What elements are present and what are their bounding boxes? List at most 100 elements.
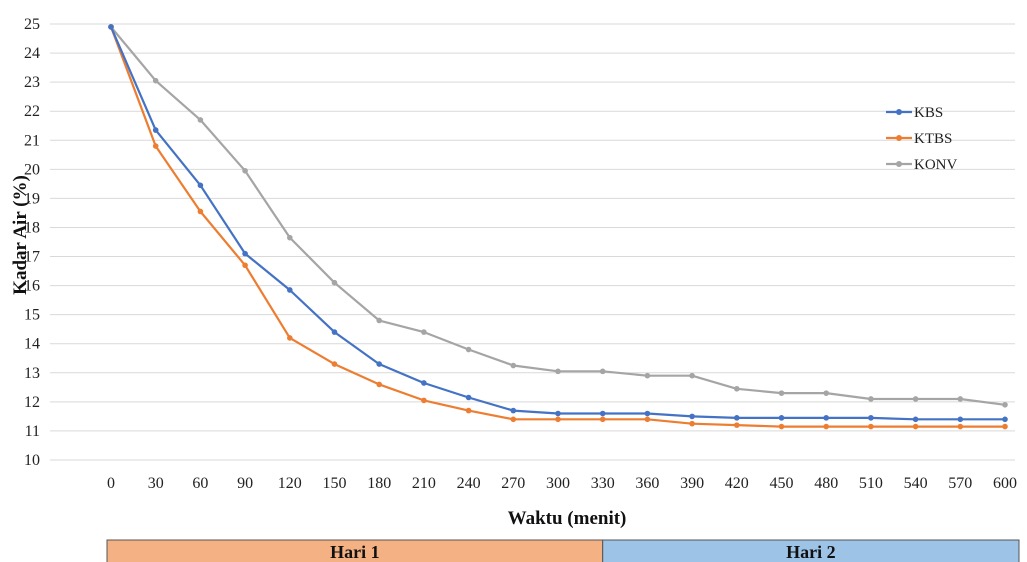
x-tick-label: 300 (546, 475, 570, 492)
data-point-kbs (599, 410, 606, 417)
data-point-konv (957, 396, 964, 402)
data-point-konv (1002, 401, 1008, 408)
data-point-kbs (152, 127, 159, 133)
data-point-konv (510, 362, 517, 369)
y-tick-label: 25 (24, 16, 40, 33)
y-tick-label: 19 (24, 190, 40, 207)
data-point-kbs (823, 415, 829, 421)
x-tick-label: 210 (412, 475, 436, 492)
x-tick-label: 0 (107, 475, 115, 492)
x-tick-label: 570 (948, 475, 972, 492)
data-point-konv (331, 279, 338, 286)
data-point-kbs (644, 410, 651, 417)
data-point-ktbs (331, 361, 338, 367)
data-point-kbs (734, 415, 740, 421)
data-point-ktbs (734, 422, 740, 428)
data-point-konv (868, 396, 874, 402)
data-point-konv (421, 329, 427, 335)
data-point-konv (555, 368, 561, 375)
period-box-hari-2 (602, 539, 1020, 562)
x-tick-label: 150 (323, 475, 347, 492)
x-tick-label: 30 (148, 475, 164, 492)
y-tick-label: 11 (25, 423, 40, 440)
data-point-ktbs (152, 143, 159, 149)
data-point-konv (644, 372, 651, 379)
x-tick-label: 330 (591, 475, 615, 492)
data-point-konv (823, 390, 829, 396)
x-axis-title: Waktu (menit) (508, 508, 627, 529)
data-point-kbs (242, 250, 248, 257)
data-point-ktbs (689, 420, 695, 427)
x-tick-label: 480 (814, 475, 838, 492)
series-line-kbs (109, 26, 1005, 421)
legend-label-ktbs: KTBS (914, 131, 952, 147)
series-line-konv (110, 26, 1006, 406)
y-tick-label: 12 (24, 394, 40, 411)
legend-marker-ktbs (896, 135, 902, 141)
data-point-ktbs (510, 416, 517, 423)
data-point-ktbs (644, 416, 651, 423)
data-point-ktbs (242, 262, 248, 269)
day-period-bar: Hari 1 Hari 2 (106, 539, 1020, 562)
y-tick-label: 15 (24, 307, 40, 324)
data-point-ktbs (1002, 423, 1008, 430)
data-point-kbs (421, 380, 427, 386)
data-point-ktbs (823, 423, 829, 430)
data-series (108, 24, 1008, 430)
data-point-kbs (108, 24, 114, 30)
x-tick-label: 60 (192, 475, 208, 492)
y-tick-label: 16 (24, 278, 40, 295)
period-label-hari-2: Hari 2 (786, 542, 836, 562)
data-point-ktbs (912, 423, 919, 430)
data-point-kbs (197, 182, 204, 189)
data-point-kbs (331, 329, 338, 335)
x-tick-label: 90 (237, 475, 253, 492)
data-point-kbs (1002, 416, 1008, 423)
data-point-konv (689, 372, 695, 379)
x-tick-label: 510 (859, 475, 883, 492)
data-point-ktbs (599, 416, 606, 423)
y-tick-label: 23 (24, 74, 40, 91)
data-point-konv (734, 385, 740, 392)
x-tick-label: 540 (904, 475, 928, 492)
x-tick-label: 420 (725, 475, 749, 492)
x-tick-label: 120 (278, 475, 302, 492)
x-tick-labels: 0 30 60 90 120 150 180 210 240 270 300 330 360 390 420… (107, 475, 1017, 492)
x-tick-label: 600 (993, 475, 1017, 492)
data-point-kbs (957, 416, 964, 423)
data-point-konv (465, 346, 472, 353)
data-point-kbs (912, 416, 919, 423)
data-point-konv (778, 390, 785, 396)
data-point-kbs (465, 394, 472, 401)
y-tick-label: 22 (24, 103, 40, 120)
data-point-ktbs (197, 208, 204, 215)
data-point-ktbs (376, 381, 383, 388)
data-point-konv (599, 368, 606, 375)
data-point-konv (376, 317, 383, 324)
data-point-kbs (778, 415, 785, 421)
data-point-konv (242, 167, 248, 174)
series-line-ktbs (109, 26, 1005, 428)
x-tick-label: 390 (680, 475, 704, 492)
y-tick-label: 14 (24, 336, 40, 353)
data-point-konv (287, 234, 293, 241)
x-tick-label: 360 (635, 475, 659, 492)
data-point-ktbs (957, 423, 964, 430)
y-tick-label: 10 (24, 452, 40, 469)
y-tick-label: 21 (24, 132, 40, 149)
data-point-ktbs (421, 397, 427, 404)
data-point-ktbs (465, 407, 472, 414)
data-point-kbs (376, 361, 383, 367)
data-point-kbs (868, 415, 874, 421)
y-tick-label: 17 (24, 249, 40, 266)
data-point-kbs (689, 413, 695, 420)
gridlines (50, 23, 1015, 461)
y-tick-label: 20 (24, 161, 40, 178)
data-point-ktbs (287, 335, 293, 341)
data-point-ktbs (778, 423, 785, 430)
legend-label-konv: KONV (914, 157, 957, 173)
legend-label-kbs: KBS (914, 105, 943, 121)
x-tick-label: 450 (770, 475, 794, 492)
y-tick-label: 24 (24, 45, 40, 62)
